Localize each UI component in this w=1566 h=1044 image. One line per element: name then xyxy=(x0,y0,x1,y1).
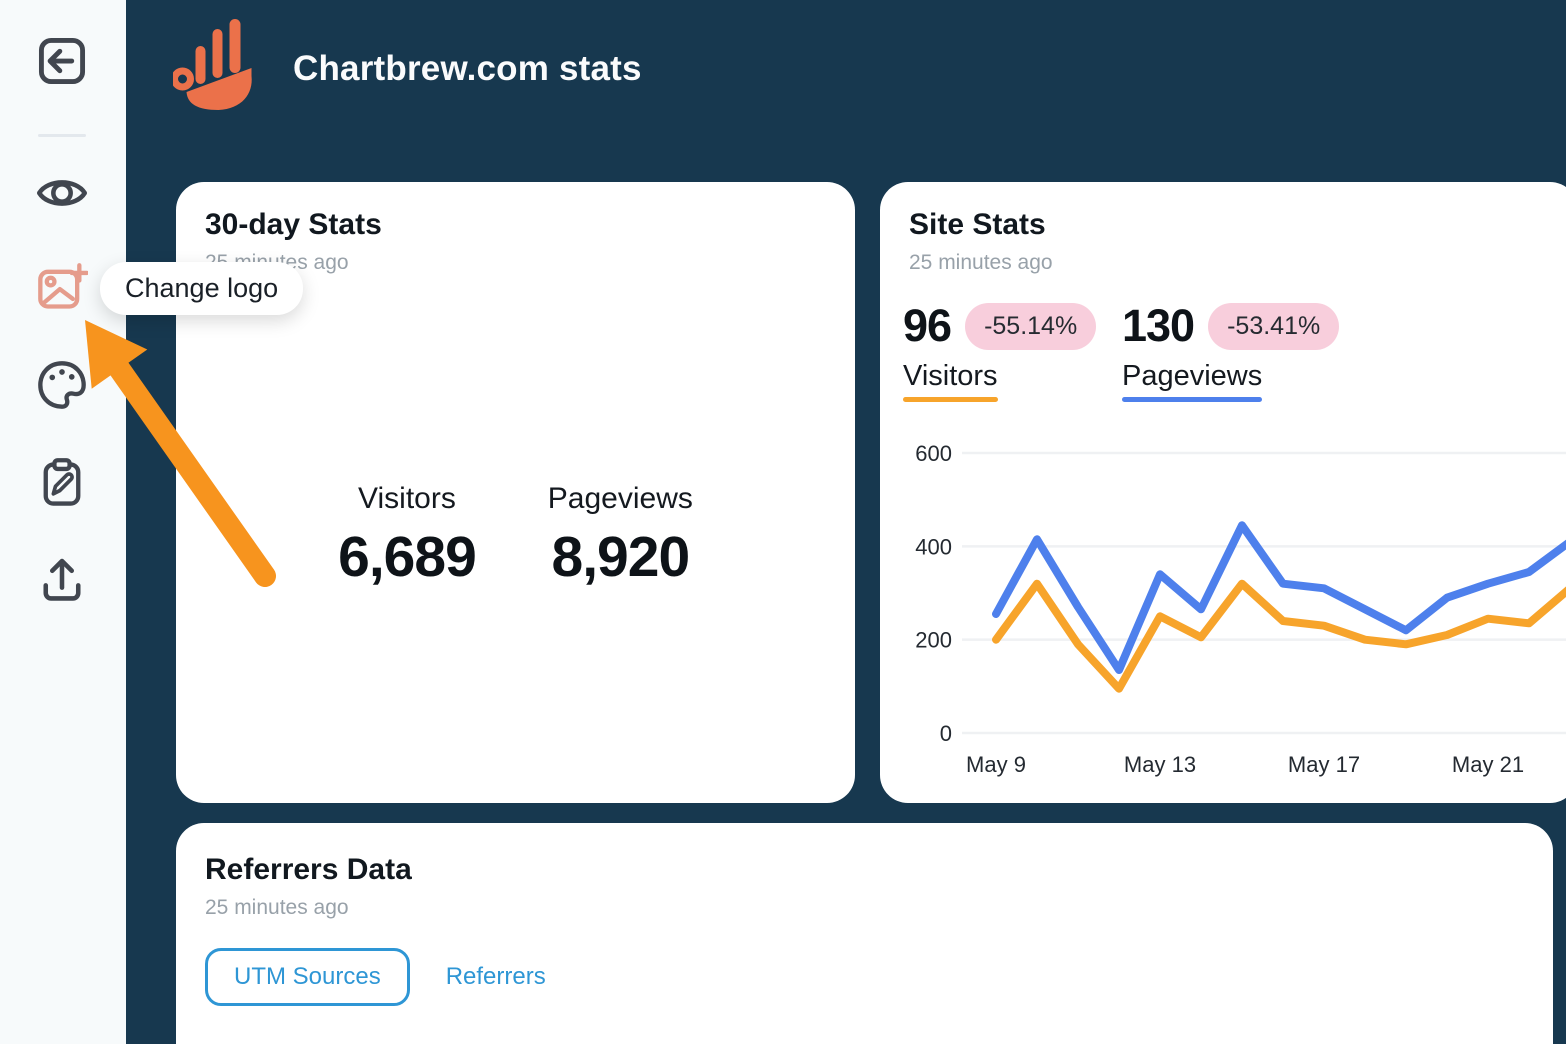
palette-icon xyxy=(36,359,88,414)
sidebar-divider xyxy=(38,134,86,137)
visitors-series-underline xyxy=(903,397,998,402)
share-export-icon xyxy=(36,554,88,609)
pageviews-metric: 130 -53.41% Pageviews xyxy=(1122,300,1340,402)
image-plus-icon xyxy=(36,261,90,316)
metric-label: Visitors xyxy=(358,482,456,515)
site-stats-card: Site Stats 25 minutes ago 96 -55.14% Vis… xyxy=(880,182,1566,803)
change-logo-button[interactable] xyxy=(34,260,90,316)
change-logo-tooltip: Change logo xyxy=(100,262,304,315)
export-button[interactable] xyxy=(34,553,90,609)
svg-text:200: 200 xyxy=(915,628,952,653)
metric-value: 6,689 xyxy=(338,525,477,589)
page-title: Chartbrew.com stats xyxy=(293,48,642,88)
card-timestamp: 25 minutes ago xyxy=(909,251,1053,274)
clipboard-pen-icon xyxy=(36,457,88,512)
visitors-metric: 96 -55.14% Visitors xyxy=(903,300,1097,402)
pageviews-metric: Pageviews 8,920 xyxy=(548,482,693,590)
tab-referrers[interactable]: Referrers xyxy=(445,963,546,990)
metric-label[interactable]: Pageviews xyxy=(1122,360,1263,392)
visitors-metric: Visitors 6,689 xyxy=(338,482,477,590)
metric-value: 130 xyxy=(1122,300,1195,351)
svg-text:May 9: May 9 xyxy=(966,752,1026,777)
sidebar xyxy=(0,0,126,1044)
report-header: Chartbrew.com stats xyxy=(126,0,1566,137)
metric-value: 8,920 xyxy=(551,525,691,589)
svg-text:600: 600 xyxy=(915,441,952,466)
back-arrow-square-icon xyxy=(36,35,88,90)
svg-text:400: 400 xyxy=(915,534,952,559)
collapse-sidebar-button[interactable] xyxy=(34,34,90,90)
card-title: Referrers Data xyxy=(205,853,412,886)
card-title: Site Stats xyxy=(909,208,1046,241)
view-report-button[interactable] xyxy=(34,166,90,222)
eye-icon xyxy=(36,167,88,222)
svg-text:May 17: May 17 xyxy=(1288,752,1360,777)
card-timestamp: 25 minutes ago xyxy=(205,896,349,919)
metric-label[interactable]: Visitors xyxy=(903,360,998,392)
card-title: 30-day Stats xyxy=(205,208,382,241)
metric-label: Pageviews xyxy=(547,482,693,515)
pageviews-series-underline xyxy=(1122,397,1263,402)
chartbrew-logo xyxy=(126,16,259,121)
tab-utm-sources[interactable]: UTM Sources xyxy=(205,948,410,1006)
theme-button[interactable] xyxy=(34,358,90,414)
change-badge: -53.41% xyxy=(1208,302,1340,350)
svg-text:May 21: May 21 xyxy=(1452,752,1524,777)
change-badge: -55.14% xyxy=(965,302,1097,350)
edit-report-button[interactable] xyxy=(34,456,90,512)
metric-value: 96 xyxy=(903,300,952,351)
svg-text:May 13: May 13 xyxy=(1124,752,1196,777)
svg-text:0: 0 xyxy=(940,721,952,746)
referrers-data-card: Referrers Data 25 minutes ago UTM Source… xyxy=(176,823,1553,1044)
card-timestamp: 25 minutes ago xyxy=(205,251,349,274)
site-stats-line-chart: 0 200 400 600 May 9 May 13 May 17 May 21 xyxy=(915,441,1566,777)
